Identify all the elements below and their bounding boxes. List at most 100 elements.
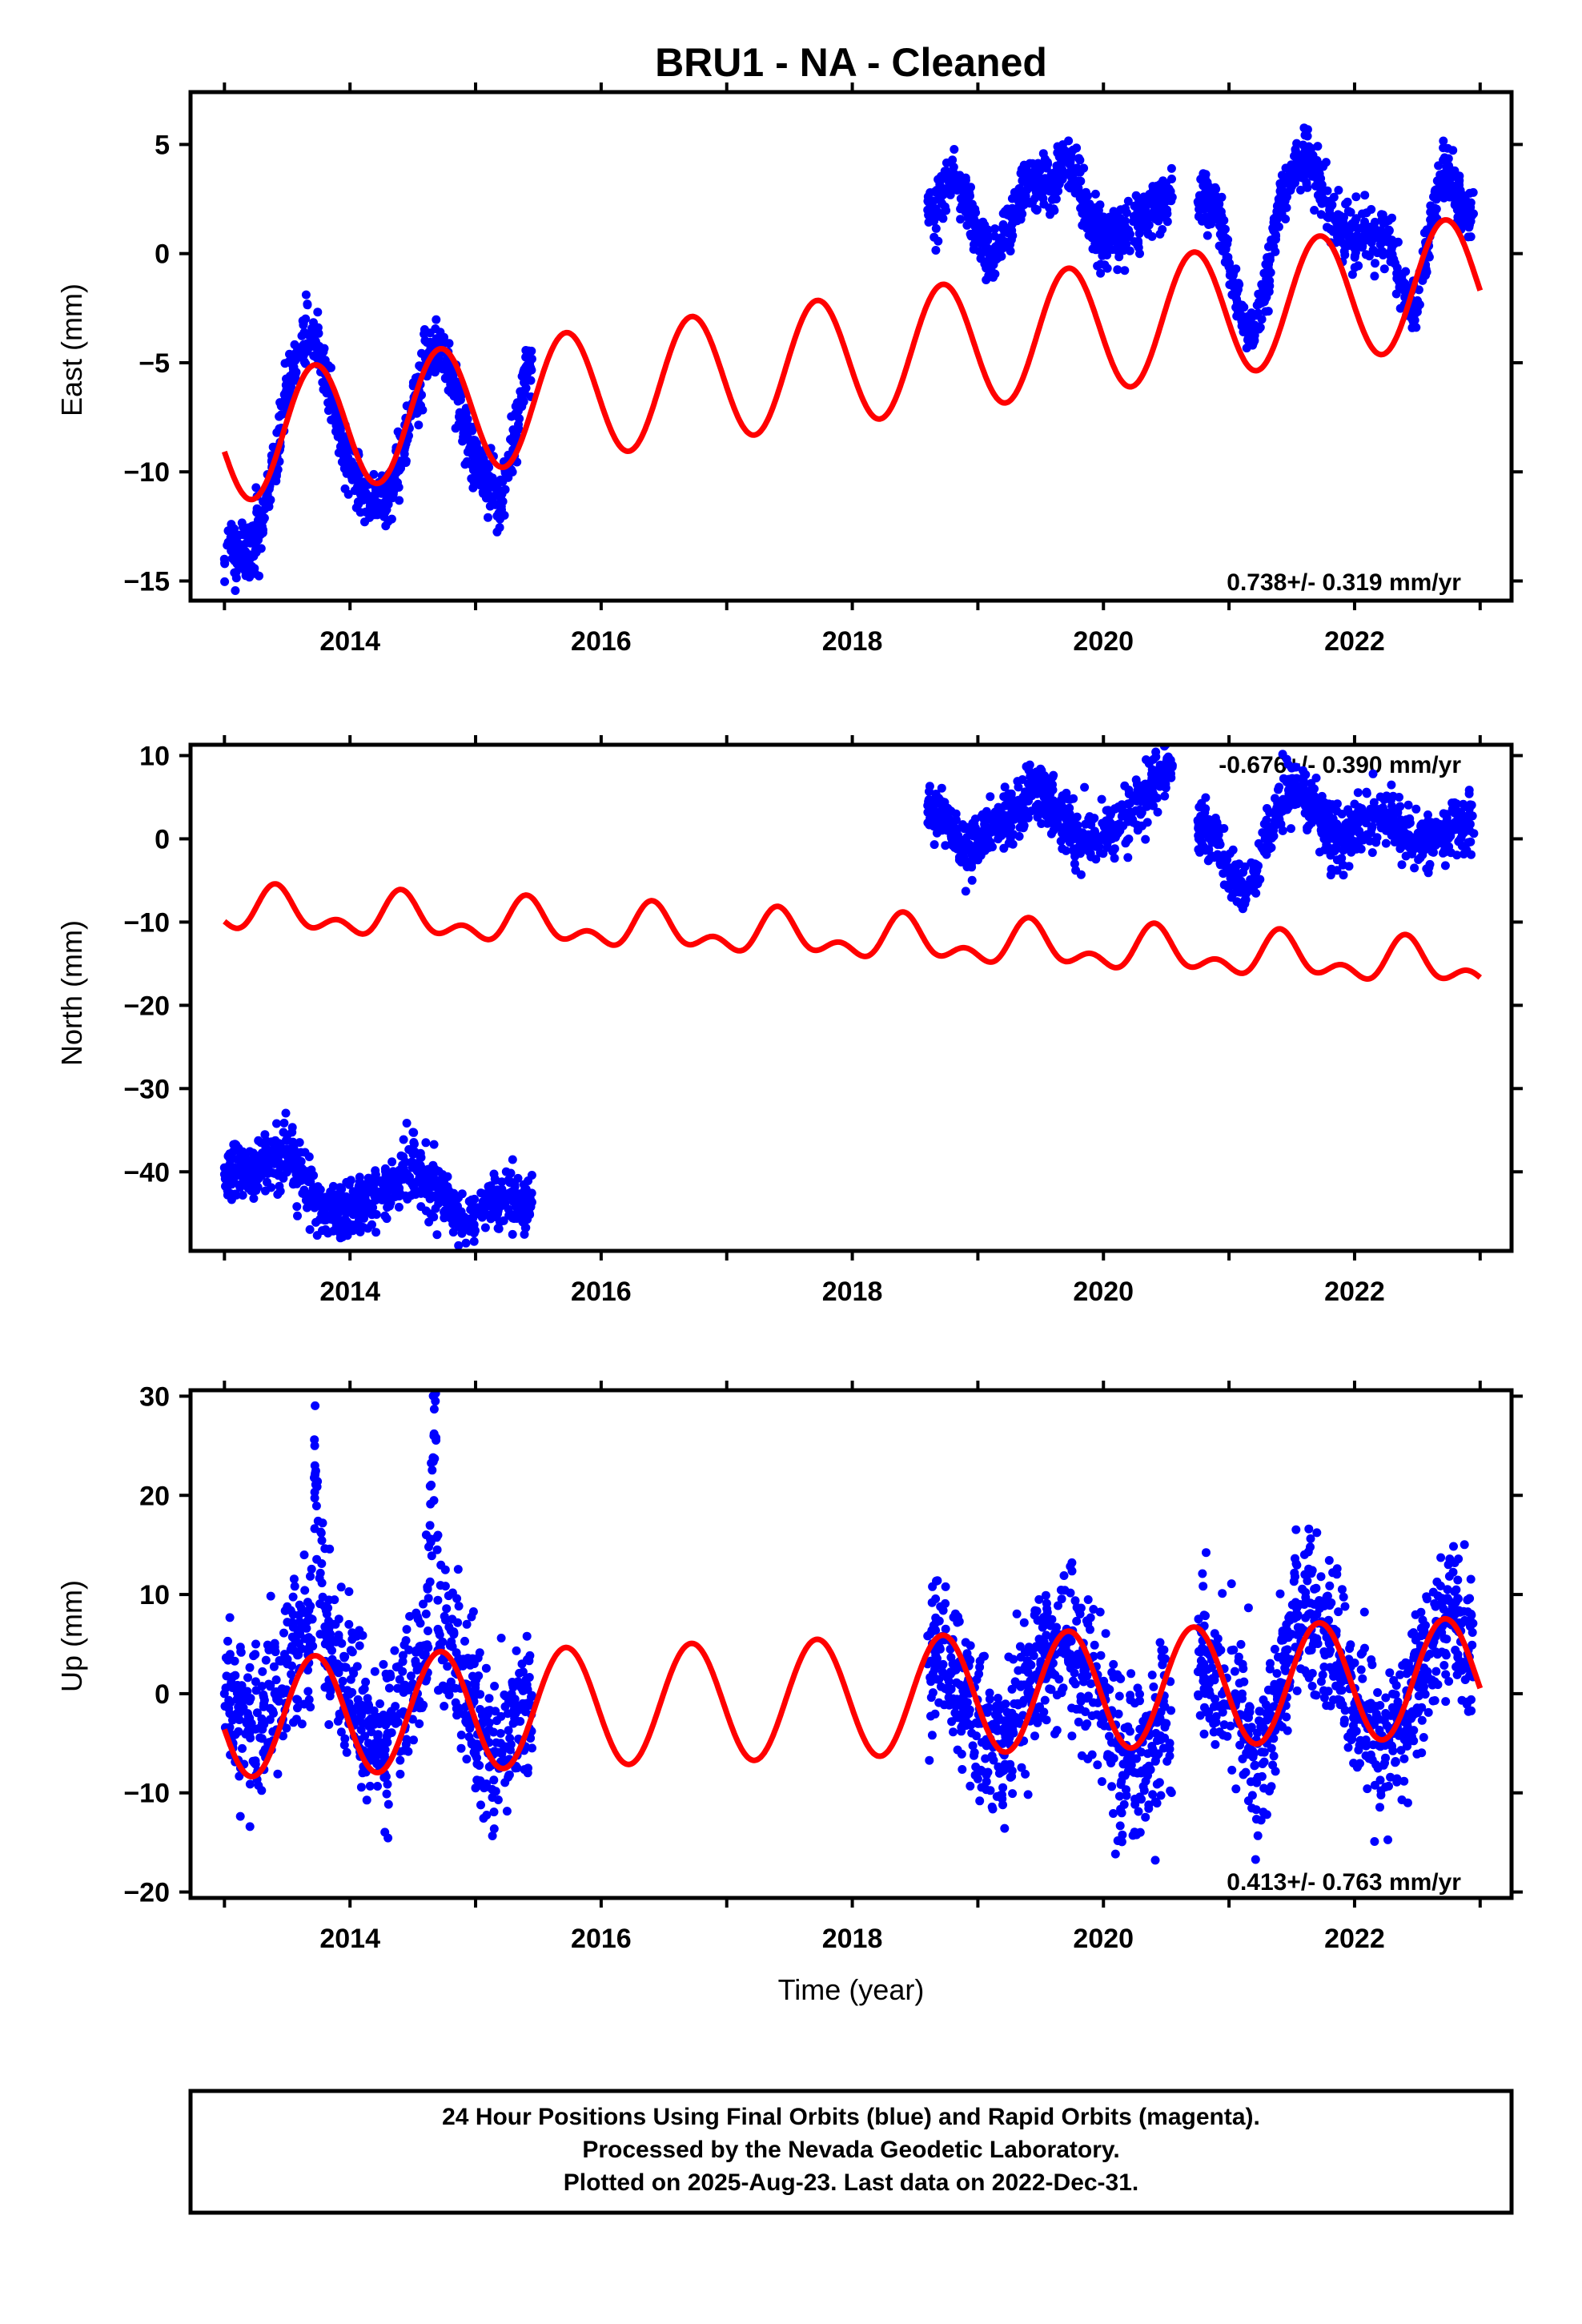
data-point [1224,867,1234,877]
data-point [1317,184,1327,194]
data-point [1162,763,1171,773]
data-point [1350,799,1359,809]
data-point [448,1228,458,1237]
data-point [272,1119,281,1128]
data-point [301,290,311,300]
data-point [1133,222,1142,231]
data-point [1367,205,1376,214]
data-point [443,1172,452,1181]
data-point [315,1568,325,1578]
data-point [251,483,261,493]
y-tick-label: −20 [123,991,170,1021]
data-point [385,1184,395,1194]
data-point [360,517,369,527]
data-point [1379,264,1389,274]
data-point [508,1178,518,1188]
data-point [1144,759,1154,768]
data-point [461,1238,471,1248]
data-point [1053,802,1062,812]
data-point [432,1545,442,1554]
data-point [238,1171,247,1180]
data-point [994,253,1003,263]
data-point [1387,780,1396,790]
data-point [1262,282,1271,292]
data-point [1157,774,1166,783]
data-point [402,1119,412,1128]
data-point [1081,819,1090,829]
data-point [1224,259,1234,269]
data-point [524,1176,533,1185]
data-point [1347,270,1357,279]
data-point [1214,209,1223,219]
data-point [1061,822,1070,831]
data-point [434,353,444,363]
data-point [255,571,263,581]
data-point [245,1147,255,1156]
east-rate-label: 0.738+/- 0.319 mm/yr [1227,569,1461,596]
data-point [948,830,958,839]
data-point [345,467,355,476]
data-point [224,1152,234,1161]
data-point [515,1668,524,1678]
data-point [1310,206,1319,215]
data-point [1465,188,1475,198]
data-point [394,483,404,492]
data-point [300,1148,310,1157]
data-point [494,509,504,518]
data-point [1423,868,1433,878]
data-point [367,1210,377,1220]
data-point [1234,285,1243,295]
data-point [508,1229,517,1239]
data-point [344,1587,354,1596]
data-point [1090,206,1099,215]
data-point [409,1128,419,1137]
data-point [275,1186,285,1196]
data-point [1075,848,1084,858]
data-point [458,1217,468,1227]
data-point [387,1157,397,1167]
data-point [1118,246,1128,255]
data-point [1299,797,1309,806]
data-point [468,1196,478,1205]
data-point [1463,216,1472,226]
data-point [961,842,970,852]
data-point [323,1228,333,1238]
data-point [493,1224,503,1233]
data-point [358,489,367,498]
data-point [986,792,995,802]
data-point [229,545,239,555]
data-point [434,1167,444,1176]
data-point [1110,804,1120,814]
data-point [1061,157,1070,167]
data-point [318,378,327,387]
data-point [1095,200,1105,210]
data-point [1360,217,1369,227]
data-point [1283,192,1291,202]
data-point [1003,228,1013,238]
data-point [373,1782,382,1791]
data-point [1123,799,1133,809]
data-point [1099,243,1109,253]
data-point [1367,848,1377,858]
x-tick-label: 2020 [1073,626,1134,657]
data-point [1463,818,1472,827]
data-point [260,505,270,514]
data-point [484,1196,493,1206]
data-point [390,1646,400,1655]
data-point [1464,838,1473,847]
data-point [489,1169,499,1179]
east-data-points [219,123,1478,595]
data-point [382,1196,391,1205]
data-point [428,1466,437,1475]
data-point [1157,187,1166,197]
data-point [1312,809,1322,818]
data-point [987,267,996,276]
data-point [1097,214,1106,223]
data-point [1343,197,1352,207]
data-point [1066,183,1074,193]
data-point [1123,853,1133,862]
data-point [1124,809,1134,818]
data-point [1340,250,1350,259]
data-point [305,1224,315,1234]
data-point [284,1161,294,1171]
